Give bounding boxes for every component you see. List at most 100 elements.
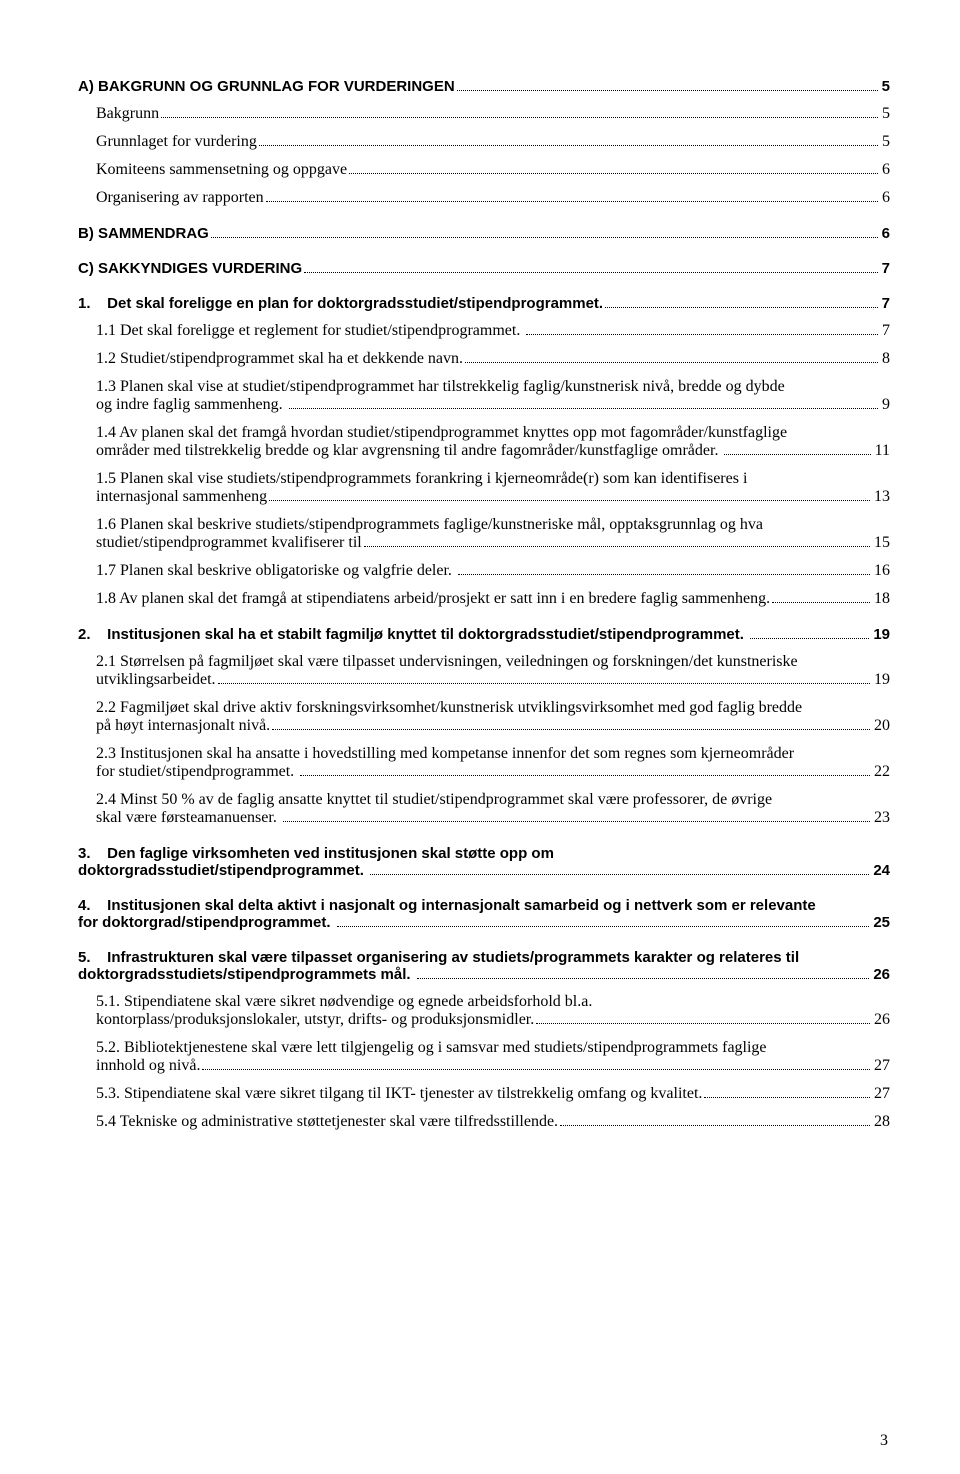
toc-leader-dots [370, 864, 869, 876]
toc-label: på høyt internasjonalt nivå. [96, 717, 270, 735]
toc-leader-dots [269, 489, 870, 501]
toc-label: 2.3 Institusjonen skal ha ansatte i hove… [96, 745, 794, 762]
toc-page-number: 6 [882, 189, 890, 207]
toc-page-number: 25 [873, 914, 890, 931]
toc-page-number: 24 [873, 862, 890, 879]
toc-entry: 5.1. Stipendiatene skal være sikret nødv… [78, 993, 890, 1029]
toc-page-number: 7 [882, 295, 890, 312]
toc-label: 1.1 Det skal foreligge et reglement for … [96, 322, 524, 340]
toc-leader-dots [724, 443, 870, 455]
toc-label: 5.2. Bibliotektjenestene skal være lett … [96, 1039, 767, 1056]
toc-entry: 4. Institusjonen skal delta aktivt i nas… [78, 897, 890, 931]
toc-leader-dots [458, 563, 870, 575]
toc-leader-dots [337, 916, 870, 928]
toc-leader-dots [300, 764, 870, 776]
toc-page-number: 26 [874, 1011, 890, 1029]
toc-page-number: 16 [874, 562, 890, 580]
toc-page-number: 11 [875, 442, 890, 460]
toc-leader-dots [259, 134, 878, 146]
toc-label: B) SAMMENDRAG [78, 225, 209, 242]
toc-page-number: 27 [874, 1057, 890, 1075]
toc-label: innhold og nivå. [96, 1057, 200, 1075]
toc-entry: 2.2 Fagmiljøet skal drive aktiv forsknin… [78, 699, 890, 735]
toc-page-number: 19 [874, 671, 890, 689]
toc-label: 5. Infrastrukturen skal være tilpasset o… [78, 949, 799, 966]
toc-entry: 1. Det skal foreligge en plan for doktor… [78, 295, 890, 312]
toc-leader-dots [704, 1086, 870, 1098]
toc-leader-dots [211, 227, 878, 239]
toc-page-number: 13 [874, 488, 890, 506]
toc-leader-dots [283, 810, 870, 822]
toc-label: 1.6 Planen skal beskrive studiets/stipen… [96, 516, 763, 533]
toc-leader-dots [560, 1114, 870, 1126]
toc-entry: 1.3 Planen skal vise at studiet/stipendp… [78, 378, 890, 414]
toc-label: doktorgradsstudiets/stipendprogrammets m… [78, 966, 415, 983]
toc-leader-dots [417, 968, 870, 980]
toc-page-number: 7 [882, 322, 890, 340]
toc-page-number: 19 [873, 626, 890, 643]
toc-entry: 1.4 Av planen skal det framgå hvordan st… [78, 424, 890, 460]
toc-label: 4. Institusjonen skal delta aktivt i nas… [78, 897, 816, 914]
toc-label: for doktorgrad/stipendprogrammet. [78, 914, 335, 931]
toc-leader-dots [218, 672, 870, 684]
toc-entry: 3. Den faglige virksomheten ved institus… [78, 845, 890, 879]
toc-page-number: 20 [874, 717, 890, 735]
toc-page-number: 27 [874, 1085, 890, 1103]
toc-label: skal være førsteamanuenser. [96, 809, 281, 827]
toc-entry: 1.1 Det skal foreligge et reglement for … [78, 322, 890, 340]
toc-label: Grunnlaget for vurdering [96, 133, 257, 151]
toc-entry: Grunnlaget for vurdering 5 [78, 133, 890, 151]
toc-entry: 1.7 Planen skal beskrive obligatoriske o… [78, 562, 890, 580]
toc-entry: 5.4 Tekniske og administrative støttetje… [78, 1113, 890, 1131]
toc-leader-dots [304, 262, 877, 274]
toc-page-number: 18 [874, 590, 890, 608]
toc-entry: 1.6 Planen skal beskrive studiets/stipen… [78, 516, 890, 552]
toc-page-number: 6 [882, 225, 890, 242]
toc-entry: 2. Institusjonen skal ha et stabilt fagm… [78, 626, 890, 643]
page-number: 3 [880, 1432, 888, 1450]
toc-label: Bakgrunn [96, 105, 159, 123]
toc-page-number: 7 [882, 260, 890, 277]
toc-leader-dots [457, 80, 878, 92]
toc-page-number: 8 [882, 350, 890, 368]
toc-label: 1.4 Av planen skal det framgå hvordan st… [96, 424, 787, 441]
toc-label: 5.1. Stipendiatene skal være sikret nødv… [96, 993, 592, 1010]
toc-page-number: 6 [882, 161, 890, 179]
toc-label: 2. Institusjonen skal ha et stabilt fagm… [78, 626, 748, 643]
toc-label: 1. Det skal foreligge en plan for doktor… [78, 295, 603, 312]
toc-leader-dots [266, 190, 878, 202]
toc-leader-dots [772, 591, 870, 603]
toc-label: 2.4 Minst 50 % av de faglig ansatte knyt… [96, 791, 772, 808]
toc-label: 5.3. Stipendiatene skal være sikret tilg… [96, 1085, 702, 1103]
toc-leader-dots [202, 1058, 870, 1070]
toc-entry: Komiteens sammensetning og oppgave 6 [78, 161, 890, 179]
toc-leader-dots [349, 162, 878, 174]
toc-label: 1.3 Planen skal vise at studiet/stipendp… [96, 378, 785, 395]
toc-label: A) BAKGRUNN OG GRUNNLAG FOR VURDERINGEN [78, 78, 455, 95]
toc-page-number: 9 [882, 396, 890, 414]
toc-label: utviklingsarbeidet. [96, 671, 216, 689]
toc-label: internasjonal sammenheng [96, 488, 267, 506]
toc-entry: 5.2. Bibliotektjenestene skal være lett … [78, 1039, 890, 1075]
toc-label: studiet/stipendprogrammet kvalifiserer t… [96, 534, 362, 552]
toc-label: for studiet/stipendprogrammet. [96, 763, 298, 781]
toc-page-number: 15 [874, 534, 890, 552]
toc-entry: 5. Infrastrukturen skal være tilpasset o… [78, 949, 890, 983]
toc-leader-dots [289, 397, 878, 409]
toc-page-number: 28 [874, 1113, 890, 1131]
toc-label: 2.1 Størrelsen på fagmiljøet skal være t… [96, 653, 798, 670]
toc-entry: 1.8 Av planen skal det framgå at stipend… [78, 590, 890, 608]
toc-label: 5.4 Tekniske og administrative støttetje… [96, 1113, 558, 1131]
toc-entry: C) SAKKYNDIGES VURDERING 7 [78, 260, 890, 277]
toc-leader-dots [526, 323, 878, 335]
toc-label: 1.2 Studiet/stipendprogrammet skal ha et… [96, 350, 463, 368]
toc-entry: B) SAMMENDRAG 6 [78, 225, 890, 242]
toc-label: doktorgradsstudiet/stipendprogrammet. [78, 862, 368, 879]
toc-entry: A) BAKGRUNN OG GRUNNLAG FOR VURDERINGEN … [78, 78, 890, 95]
toc-label: 1.8 Av planen skal det framgå at stipend… [96, 590, 770, 608]
toc-entry: Bakgrunn 5 [78, 105, 890, 123]
toc-entry: 5.3. Stipendiatene skal være sikret tilg… [78, 1085, 890, 1103]
toc-entry: 1.5 Planen skal vise studiets/stipendpro… [78, 470, 890, 506]
toc-label: 1.5 Planen skal vise studiets/stipendpro… [96, 470, 747, 487]
toc-leader-dots [605, 297, 878, 309]
